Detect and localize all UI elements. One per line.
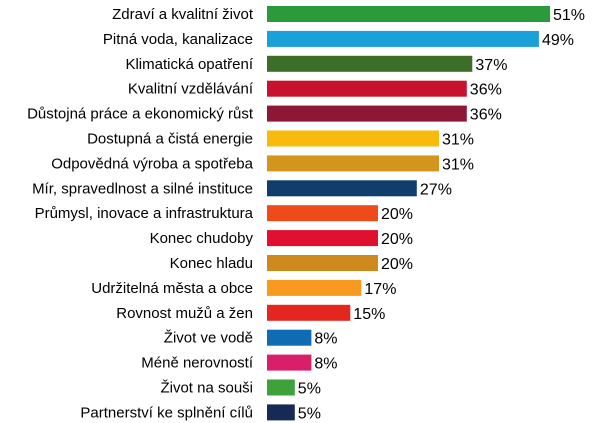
category-label: Průmysl, inovace a infrastruktura [35, 205, 254, 222]
bar [267, 255, 378, 271]
value-label: 49% [542, 32, 574, 49]
value-label: 8% [314, 331, 337, 348]
category-label: Kvalitní vzdělávání [128, 81, 254, 98]
bars-group [267, 6, 551, 421]
bar [267, 6, 551, 22]
category-label: Klimatická opatření [125, 56, 253, 73]
value-label: 15% [353, 306, 385, 323]
category-label: Dostupná a čistá energie [87, 131, 253, 148]
value-labels-group: 51% 49% 37% 36% 36% 31% 31% 27% 20% 20% 20% 17% 15% 8… [298, 7, 585, 422]
value-label: 37% [475, 57, 507, 74]
category-label: Mír, spravedlnost a silné instituce [32, 180, 253, 197]
category-label: Konec hladu [170, 255, 253, 272]
bar [267, 379, 295, 396]
value-label: 31% [442, 156, 474, 173]
value-label: 20% [381, 231, 413, 248]
bar [267, 30, 539, 47]
bar [267, 55, 473, 72]
category-label: Rovnost mužů a žen [116, 305, 253, 322]
value-label: 5% [298, 381, 321, 398]
category-label: Život na souši [160, 380, 253, 397]
value-label: 20% [381, 256, 413, 273]
value-label: 51% [553, 7, 585, 24]
value-label: 5% [298, 405, 321, 422]
category-label: Život ve vodě [164, 330, 253, 347]
category-label: Odpovědná výroba a spotřeba [51, 155, 253, 172]
value-label: 31% [442, 132, 474, 149]
bar [267, 80, 467, 97]
category-label: Konec chudoby [150, 230, 254, 247]
category-label: Zdraví a kvalitní život [112, 6, 254, 23]
bar [267, 354, 312, 371]
bar [267, 130, 439, 147]
bar [267, 404, 295, 421]
value-label: 17% [364, 281, 396, 298]
category-label: Partnerství ke splnění cílů [80, 404, 253, 421]
bar [267, 329, 312, 346]
category-label: Udržitelná města a obce [91, 280, 253, 297]
value-label: 27% [420, 181, 452, 198]
bar [267, 105, 467, 122]
category-labels-group: Zdraví a kvalitní život Pitná voda, kanal… [27, 6, 254, 421]
bar [267, 205, 378, 222]
value-label: 20% [381, 206, 413, 223]
value-label: 36% [470, 82, 502, 99]
bar [267, 230, 378, 247]
bar [267, 279, 362, 296]
category-label: Pitná voda, kanalizace [103, 31, 253, 48]
category-label: Důstojná práce a ekonomický růst [27, 106, 254, 123]
value-label: 8% [314, 356, 337, 373]
category-label: Méně nerovností [141, 355, 254, 372]
bar [267, 180, 417, 197]
bar [267, 155, 439, 172]
bar [267, 304, 351, 321]
value-label: 36% [470, 107, 502, 124]
